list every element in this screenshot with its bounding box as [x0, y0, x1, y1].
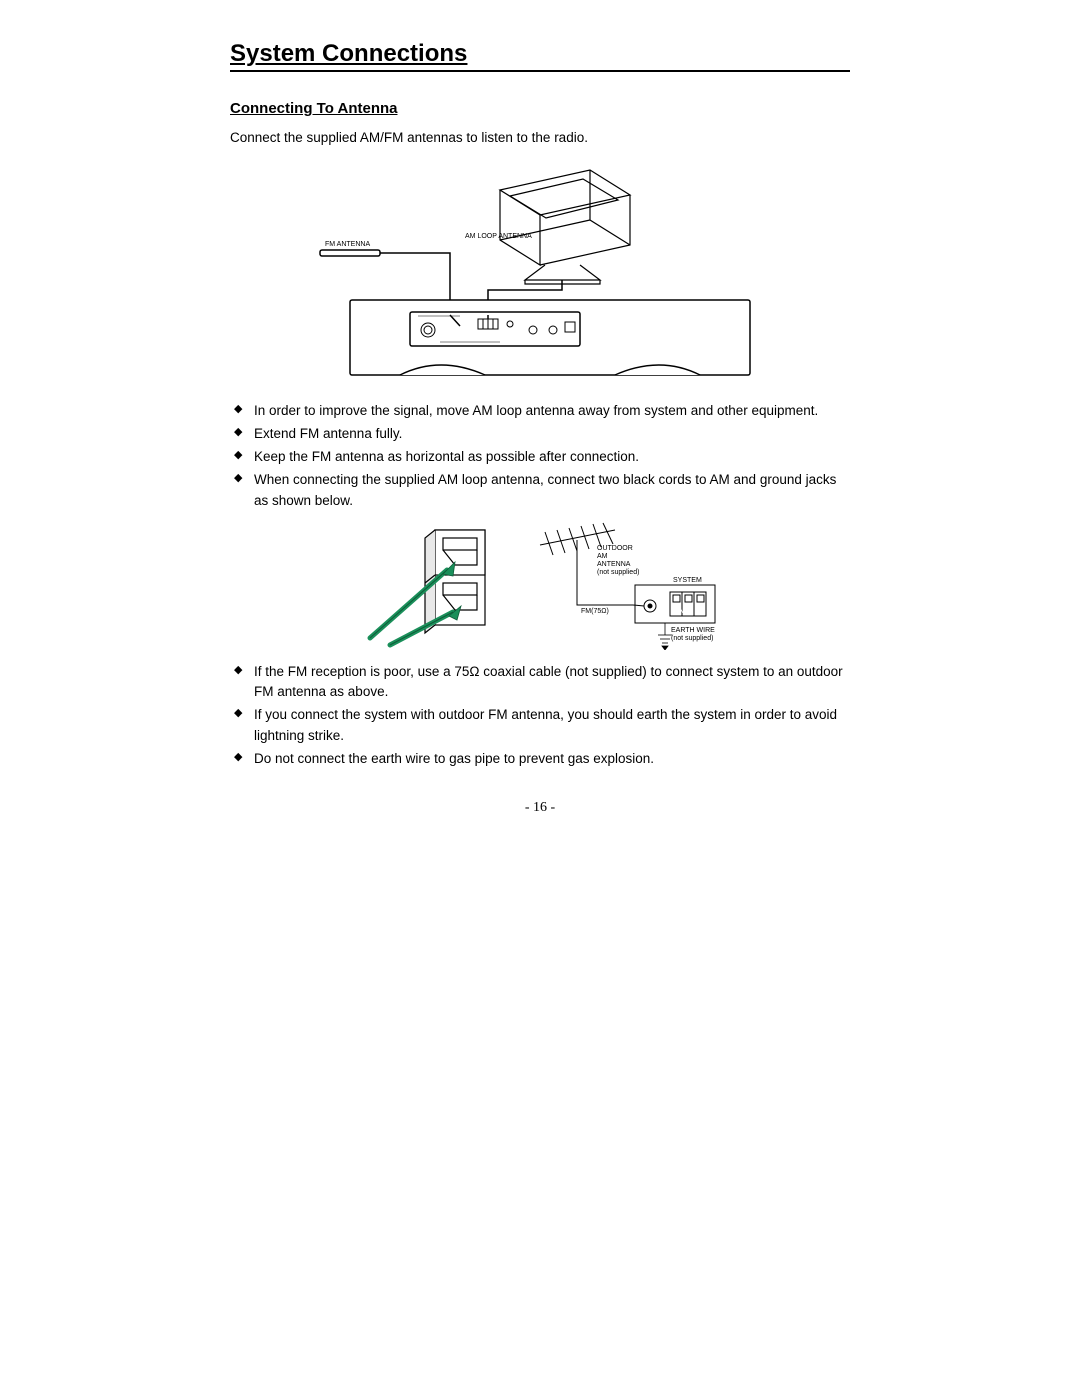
list-item: If the FM reception is poor, use a 75Ω c…	[232, 662, 850, 704]
label-not-supplied-2: (not supplied)	[671, 635, 713, 642]
list-item: Do not connect the earth wire to gas pip…	[232, 749, 850, 770]
label-earth-wire: EARTH WIRE	[671, 627, 715, 634]
diagram-connection-detail: OUTDOOR AM ANTENNA (not supplied) SYSTEM…	[350, 520, 730, 650]
diagram-antenna-connections: FM ANTENNA AM LOOP ANTENNA	[300, 160, 780, 385]
list-item: If you connect the system with outdoor F…	[232, 705, 850, 747]
label-fm-antenna: FM ANTENNA	[325, 241, 370, 248]
label-not-supplied: (not supplied)	[597, 569, 639, 576]
bullet-list-2: If the FM reception is poor, use a 75Ω c…	[232, 662, 850, 771]
label-system: SYSTEM	[673, 577, 702, 584]
list-item: In order to improve the signal, move AM …	[232, 401, 850, 422]
section-subtitle: Connecting To Antenna	[230, 100, 850, 117]
list-item: Keep the FM antenna as horizontal as pos…	[232, 447, 850, 468]
page-number: - 16 -	[230, 800, 850, 816]
label-am-loop-antenna: AM LOOP ANTENNA	[465, 233, 532, 240]
label-outdoor: OUTDOOR	[597, 545, 633, 552]
label-antenna: ANTENNA	[597, 561, 631, 568]
list-item: When connecting the supplied AM loop ant…	[232, 470, 850, 512]
bullet-list-1: In order to improve the signal, move AM …	[232, 401, 850, 512]
list-item: Extend FM antenna fully.	[232, 424, 850, 445]
label-fm75: FM(75Ω)	[581, 608, 609, 615]
page-title: System Connections	[230, 40, 850, 72]
intro-text: Connect the supplied AM/FM antennas to l…	[230, 129, 850, 148]
label-am-short: AM	[675, 608, 686, 615]
label-am: AM	[597, 553, 608, 560]
